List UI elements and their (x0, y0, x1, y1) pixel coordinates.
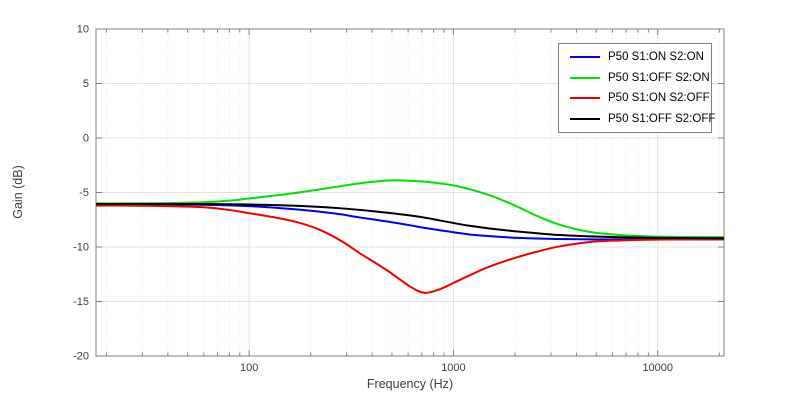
x-tick-label: 100 (240, 362, 258, 374)
series-line-1 (96, 179, 724, 239)
y-tick-label: -15 (73, 296, 89, 308)
y-tick-label: -5 (79, 187, 89, 199)
legend-line-sample (570, 97, 600, 100)
legend-entry-3: P50 S1:OFF S2:OFF (559, 109, 715, 129)
legend-entry-label: P50 S1:ON S2:OFF (608, 92, 710, 105)
legend-entry-1: P50 S1:OFF S2:ON (559, 68, 711, 88)
y-tick-label: -10 (73, 242, 89, 254)
legend: P50 S1:ON S2:ON P50 S1:OFF S2:ON P50 S1:ON… (558, 43, 715, 133)
legend-line-sample (570, 76, 600, 79)
x-tick-label: 10000 (642, 362, 673, 374)
legend-line-sample (570, 117, 600, 120)
legend-entry-0: P50 S1:ON S2:ON (559, 47, 711, 67)
legend-entry-label: P50 S1:OFF S2:ON (608, 71, 710, 84)
series-line-0 (96, 203, 724, 241)
legend-entry-label: P50 S1:ON S2:ON (608, 51, 704, 64)
legend-entry-label: P50 S1:OFF S2:OFF (608, 112, 716, 125)
y-tick-label: 10 (77, 24, 89, 36)
series-line-2 (96, 204, 724, 294)
y-tick-label: -20 (73, 351, 89, 363)
series-line-3 (96, 202, 724, 240)
y-axis-label: Gain (dB) (11, 165, 25, 219)
x-tick-label: 1000 (441, 362, 465, 374)
y-tick-label: 5 (83, 78, 89, 90)
legend-line-sample (570, 56, 600, 59)
y-tick-label: 0 (83, 133, 89, 145)
x-axis-label: Frequency (Hz) (366, 377, 454, 391)
legend-entry-2: P50 S1:ON S2:OFF (559, 88, 711, 108)
